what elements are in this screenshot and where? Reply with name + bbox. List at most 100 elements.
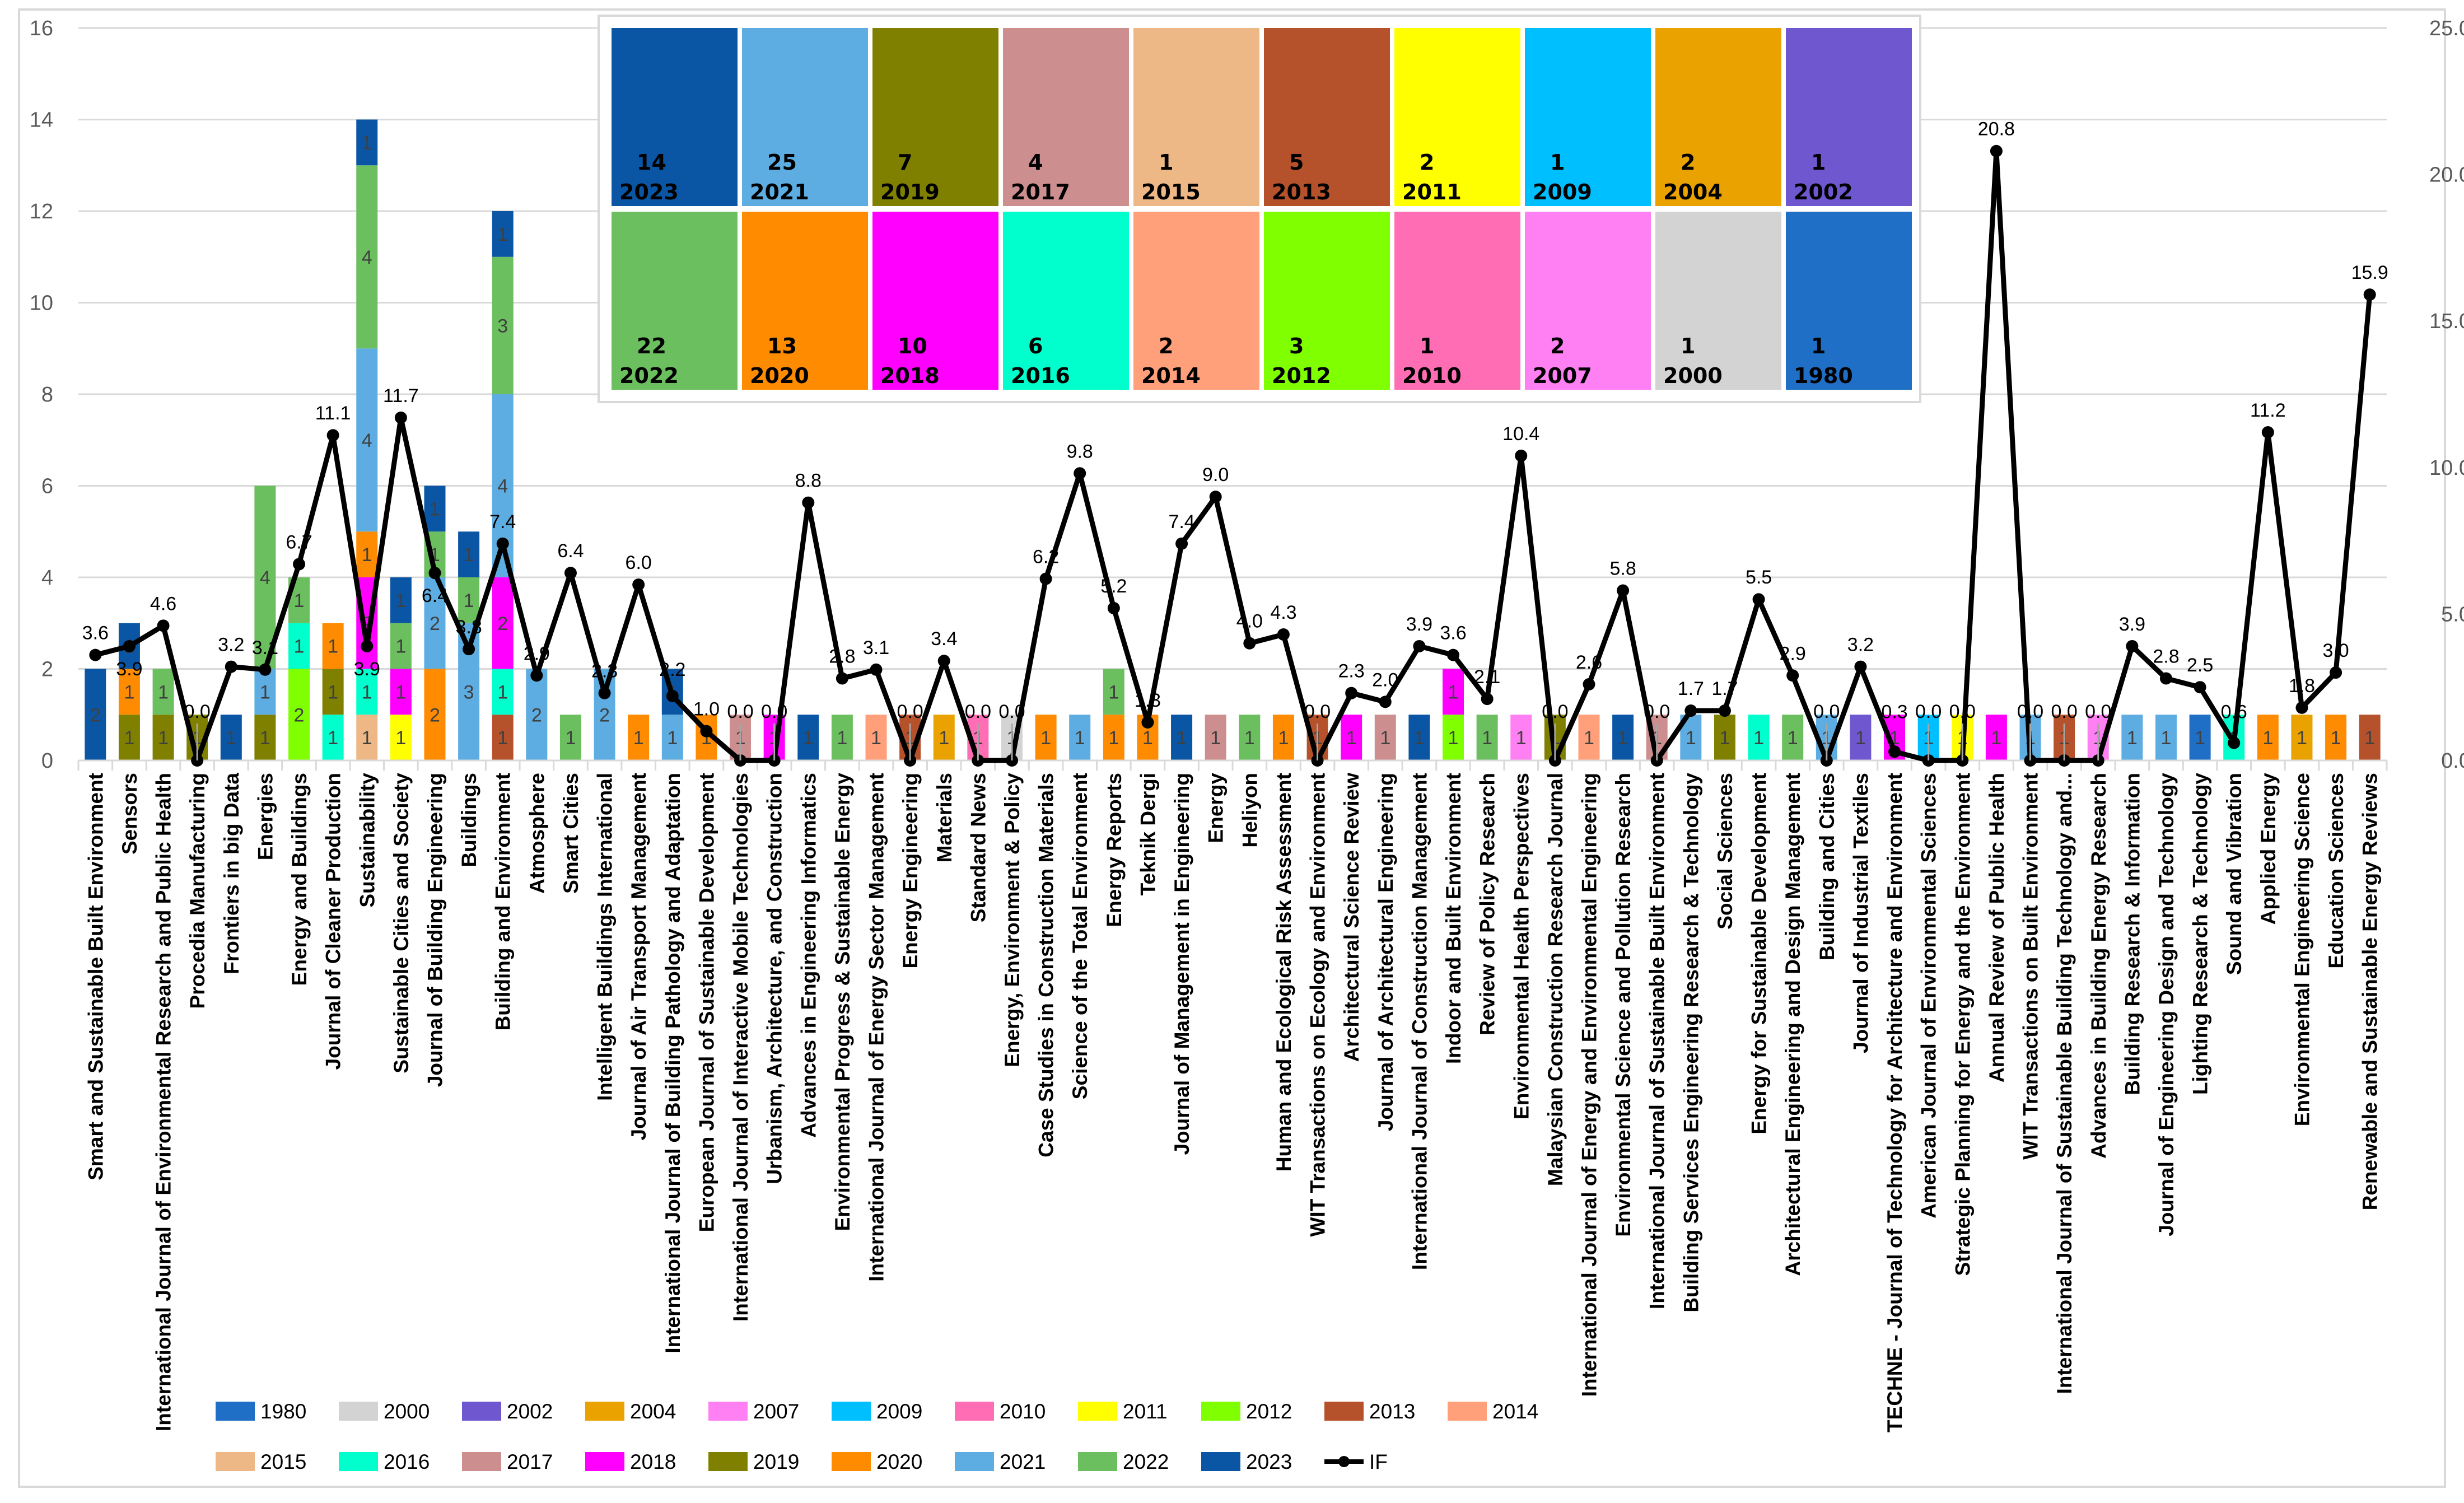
bar-segment-2021 [661,715,683,760]
bar-segment-2016 [356,669,378,715]
x-category-label: International Journal of Energy Sector M… [865,773,888,1282]
x-category-label: Sustainability [356,773,379,908]
bar-segment-label: 1 [430,498,440,520]
y2-tick-label: 25.0 [2429,17,2464,40]
x-category-label: Indoor and Built Environment [1442,773,1465,1064]
if-point [1990,144,2003,157]
x-category-label: Lighting Research & Technology [2189,773,2212,1095]
if-point [1718,704,1731,717]
if-point [1684,704,1697,717]
y-tick-label: 2 [41,658,53,682]
x-category-label: Smart Cities [559,773,582,894]
bar-segment-2019 [254,715,276,760]
legend-label: 1980 [260,1400,306,1423]
bar-segment-label: 3 [464,682,474,703]
if-point [836,672,848,685]
if-data-label: 1.7 [1711,678,1738,699]
legend-label: 2000 [384,1400,430,1423]
x-category-label: Case Studies in Construction Materials [1035,773,1058,1157]
summary-cell-2011 [1394,28,1520,206]
legend-label: 2018 [630,1450,676,1473]
summary-count: 1 [1811,150,1826,175]
x-category-label: Social Sciences [1714,773,1737,930]
legend-label: 2009 [876,1400,922,1423]
legend-label: 2012 [1246,1400,1292,1423]
bar-segment-label: 1 [124,682,134,703]
x-category-label: Energies [254,773,277,860]
bar-segment-label: 1 [667,727,678,749]
if-point [1277,628,1290,641]
x-category-label: Journal of Cleaner Production [322,773,345,1070]
if-data-label: 9.0 [1202,464,1229,486]
legend-label: 2017 [507,1450,553,1473]
bar-segment-2004 [933,715,955,760]
if-data-label: 2.8 [2153,646,2179,668]
bar-segment-label: 2 [430,704,440,726]
bar-segment-label: 2 [430,613,440,634]
bar-segment-2023 [424,486,446,532]
summary-year: 2004 [1663,180,1723,204]
summary-year: 2015 [1141,180,1201,204]
x-category-label: International Journal of Construction Ma… [1408,773,1431,1270]
if-data-label: 0.0 [965,701,991,722]
if-point [870,663,883,676]
summary-year: 2016 [1011,363,1070,388]
bar-segment-label: 1 [1414,727,1425,749]
if-point [632,578,645,591]
bar-segment-2020 [322,623,344,669]
bar-segment-label: 1 [1108,727,1119,749]
if-data-label: 0.0 [761,701,787,722]
bar-segment-label: 1 [1108,682,1119,703]
legend-swatch-2018 [585,1452,624,1471]
bar-segment-label: 1 [260,682,270,703]
summary-year: 2019 [880,180,940,204]
if-point [1786,669,1799,682]
bar-segment-2021 [2155,715,2177,760]
if-data-label: 3.1 [863,637,889,659]
bar-segment-2018 [492,577,514,669]
bar-segment-2013 [492,715,514,760]
if-point [394,411,407,424]
if-point [1481,693,1494,706]
bar-segment-label: 2 [599,704,610,726]
bar-segment-label: 1 [464,544,474,566]
if-data-label: 3.9 [354,659,380,680]
bar-segment-2019 [322,669,344,715]
if-data-label: 20.8 [1978,119,2015,140]
summary-cell-2013 [1264,28,1390,206]
bar-segment-2023 [1612,715,1634,760]
summary-count: 5 [1289,150,1304,175]
y-tick-label: 14 [30,109,53,132]
legend-swatch-2002 [462,1402,501,1421]
summary-year: 2021 [750,180,809,204]
x-category-label: Environmental Engineering Science [2290,773,2313,1126]
if-point [2228,736,2241,749]
if-data-label: 5.8 [1609,558,1636,580]
legend-swatch-2022 [1078,1452,1117,1471]
summary-cell-2016 [1003,212,1129,390]
bar-segment-label: 1 [2161,727,2172,749]
summary-year: 2023 [619,180,679,204]
if-data-label: 1.7 [1678,678,1704,699]
bar-segment-label: 1 [158,727,169,749]
bar-segment-label: 1 [1618,727,1628,749]
if-point [293,558,306,571]
bar-segment-2021 [254,669,276,715]
bar-segment-label: 4 [362,430,372,451]
bar-segment-label: 1 [2297,727,2307,749]
x-category-label: Journal of Engineering Design and Techno… [2155,773,2178,1236]
x-category-label: WIT Transactions on Ecology and Environm… [1306,773,1329,1237]
summary-cell-2015 [1133,28,1259,206]
if-data-label: 0.6 [2221,702,2247,723]
bar-segment-2016 [322,715,344,760]
if-point [496,537,509,550]
x-category-label: European Journal of Sustainable Developm… [695,773,718,1232]
if-data-label: 2.6 [1576,652,1602,673]
legend-label: 2014 [1492,1400,1538,1423]
summary-count: 7 [898,150,912,175]
summary-count: 4 [1028,150,1043,175]
if-point [89,648,102,661]
if-data-label: 6.4 [422,585,448,606]
bar-segment-2022 [831,715,853,760]
summary-cell-2000 [1655,212,1781,390]
